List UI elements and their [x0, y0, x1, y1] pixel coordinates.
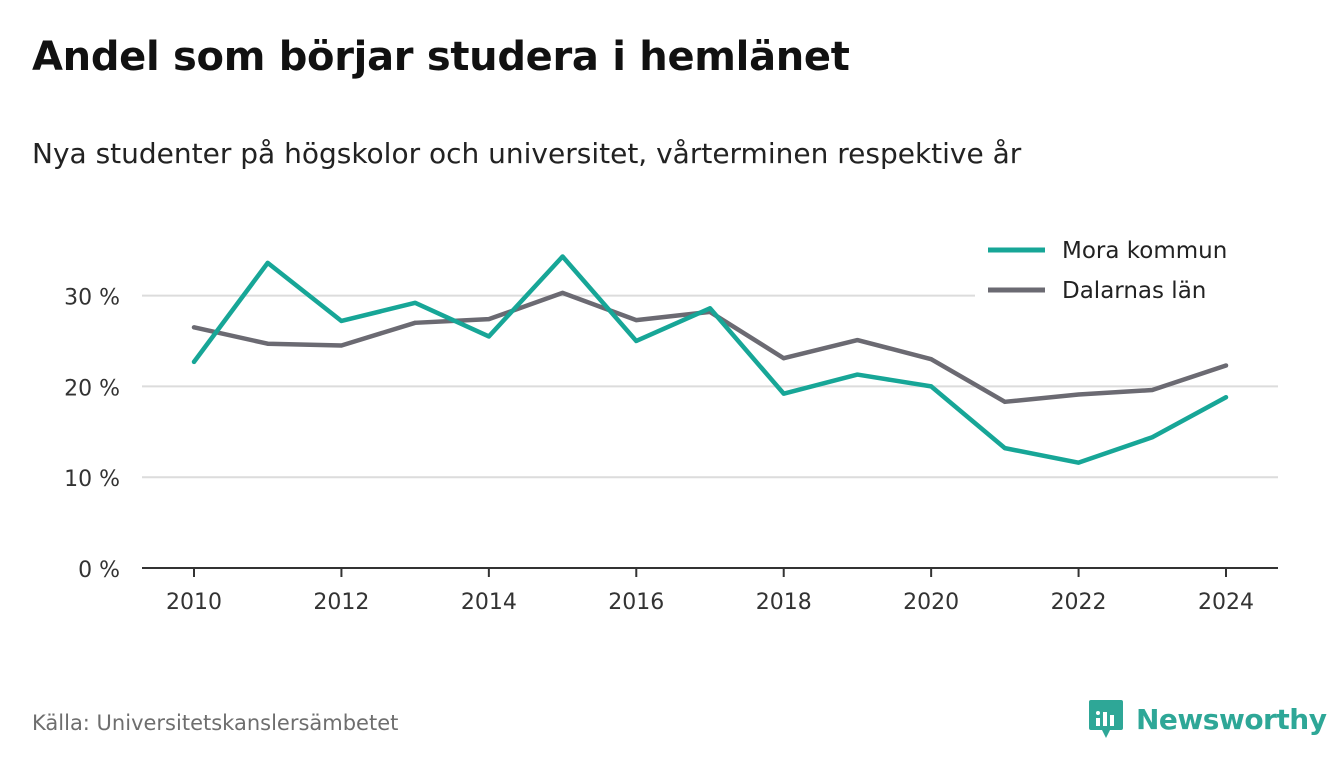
data-point[interactable] [560, 254, 565, 259]
data-point[interactable] [929, 357, 934, 362]
legend-label: Mora kommun [1062, 238, 1227, 264]
brand-name: Newsworthy [1136, 702, 1327, 736]
data-point[interactable] [265, 341, 270, 346]
x-tick-label: 2012 [313, 590, 369, 615]
data-point[interactable] [855, 338, 860, 343]
data-point[interactable] [634, 318, 639, 323]
data-point[interactable] [1076, 392, 1081, 397]
data-point[interactable] [486, 334, 491, 339]
y-tick-label: 30 % [64, 286, 120, 311]
data-point[interactable] [1150, 435, 1155, 440]
data-point[interactable] [634, 338, 639, 343]
chart-title: Andel som börjar studera i hemlänet [32, 34, 850, 80]
data-point[interactable] [339, 343, 344, 348]
data-point[interactable] [781, 356, 786, 361]
x-tick-label: 2020 [903, 590, 959, 615]
data-point[interactable] [339, 318, 344, 323]
data-point[interactable] [1002, 446, 1007, 451]
data-point[interactable] [413, 320, 418, 325]
legend: Mora kommun Dalarnas län [975, 232, 1279, 308]
newsworthy-logo[interactable]: Newsworthy [1088, 697, 1327, 741]
gridlines [142, 294, 1278, 479]
source-note: Källa: Universitetskanslersämbetet [32, 711, 399, 735]
x-tick-label: 2010 [166, 590, 222, 615]
x-tick-label: 2014 [461, 590, 517, 615]
y-axis: 0 % 10 % 20 % 30 % [64, 286, 120, 583]
legend-background [975, 232, 1279, 308]
y-tick-label: 10 % [64, 467, 120, 492]
x-tick-label: 2024 [1198, 590, 1254, 615]
series-lines [191, 254, 1229, 465]
chart-subtitle: Nya studenter på högskolor och universit… [32, 137, 1022, 170]
data-point[interactable] [929, 384, 934, 389]
data-point[interactable] [855, 372, 860, 377]
data-point[interactable] [560, 290, 565, 295]
data-point[interactable] [486, 317, 491, 322]
data-point[interactable] [265, 260, 270, 265]
data-point[interactable] [1224, 363, 1228, 368]
y-tick-label: 0 % [78, 558, 120, 583]
x-tick-label: 2022 [1051, 590, 1107, 615]
legend-label: Dalarnas län [1062, 278, 1206, 304]
data-point[interactable] [413, 300, 418, 305]
data-point[interactable] [192, 359, 196, 364]
data-point[interactable] [781, 391, 786, 396]
bar-chart-speech-bubble-icon [1089, 700, 1123, 738]
data-point[interactable] [708, 306, 712, 311]
data-point[interactable] [1002, 399, 1007, 404]
data-point[interactable] [1150, 388, 1155, 393]
data-point[interactable] [1224, 395, 1228, 400]
y-tick-label: 20 % [64, 376, 120, 401]
x-tick-label: 2016 [608, 590, 664, 615]
data-point[interactable] [1076, 460, 1081, 465]
data-point[interactable] [192, 325, 196, 330]
x-tick-label: 2018 [756, 590, 812, 615]
x-axis: 2010 2012 2014 2016 2018 2020 2022 2024 [142, 567, 1278, 615]
